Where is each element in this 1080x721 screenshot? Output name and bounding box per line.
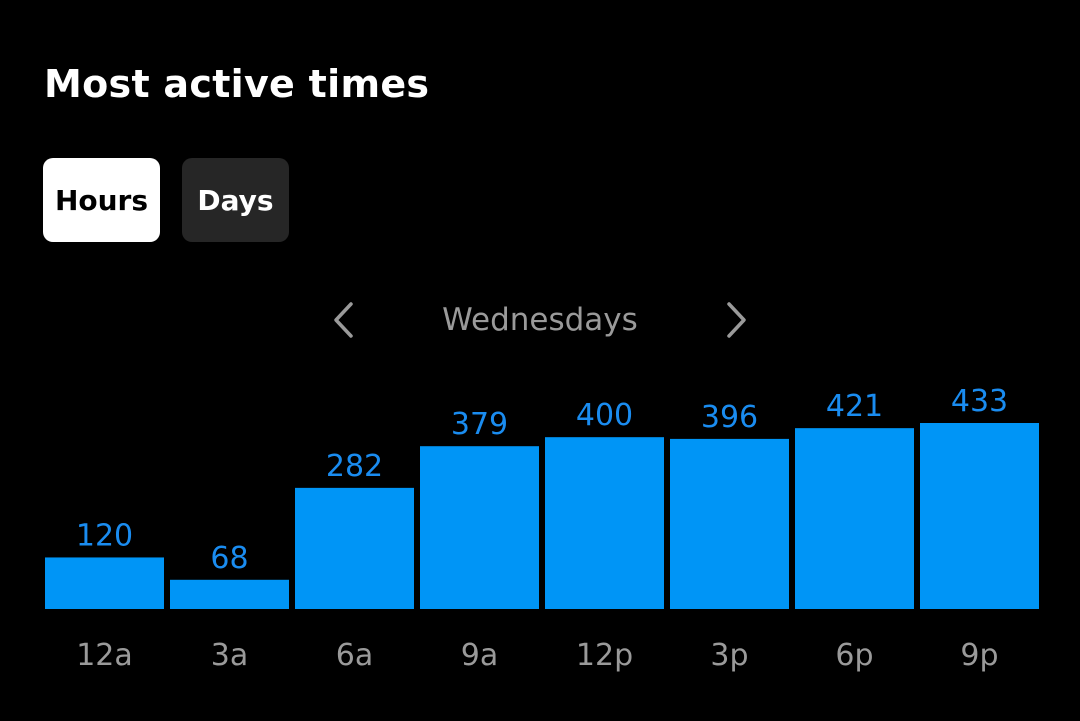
x-tick-label: 9p bbox=[960, 638, 998, 673]
bar-value-label: 433 bbox=[951, 384, 1008, 419]
x-tick-label: 6a bbox=[336, 638, 373, 673]
x-tick-label: 3p bbox=[710, 638, 748, 673]
x-tick-label: 9a bbox=[461, 638, 498, 673]
day-label: Wednesdays bbox=[442, 302, 638, 338]
page-title: Most active times bbox=[44, 62, 430, 106]
bar-3a[interactable] bbox=[170, 579, 289, 609]
bar-12p[interactable] bbox=[545, 437, 664, 609]
chevron-left-icon[interactable] bbox=[320, 296, 368, 344]
days-toggle-button[interactable]: Days bbox=[182, 158, 289, 242]
chevron-right-icon[interactable] bbox=[712, 296, 760, 344]
bar-value-label: 282 bbox=[326, 449, 383, 484]
bar-9a[interactable] bbox=[420, 446, 539, 609]
x-tick-label: 3a bbox=[211, 638, 248, 673]
bar-value-label: 68 bbox=[210, 541, 248, 576]
bar-value-label: 396 bbox=[701, 400, 758, 435]
bar-value-label: 120 bbox=[76, 518, 133, 553]
bar-12a[interactable] bbox=[45, 557, 164, 609]
bar-9p[interactable] bbox=[920, 423, 1039, 609]
x-tick-label: 12a bbox=[76, 638, 133, 673]
bar-value-label: 379 bbox=[451, 407, 508, 442]
hours-toggle-button[interactable]: Hours bbox=[43, 158, 160, 242]
bar-value-label: 421 bbox=[826, 389, 883, 424]
bar-6p[interactable] bbox=[795, 428, 914, 609]
x-tick-label: 6p bbox=[835, 638, 873, 673]
bar-3p[interactable] bbox=[670, 438, 789, 609]
activity-bar-chart: 120 12a 68 3a 282 6a 379 9a 400 12p 396 3p 421 6p 433 9… bbox=[45, 384, 1039, 673]
x-tick-label: 12p bbox=[576, 638, 633, 673]
bar-value-label: 400 bbox=[576, 398, 633, 433]
bar-6a[interactable] bbox=[295, 487, 414, 609]
day-navigator: Wednesdays bbox=[320, 292, 760, 348]
